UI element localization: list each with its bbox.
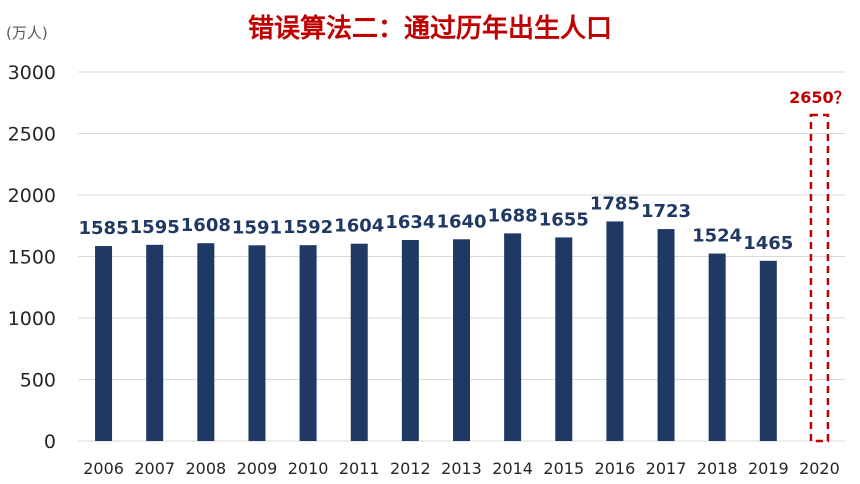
data-label: 1604 — [334, 216, 384, 237]
data-label: 1634 — [385, 212, 435, 233]
data-label: 1688 — [488, 205, 538, 226]
data-label: 2650？ — [789, 88, 850, 107]
bar — [248, 245, 266, 441]
bar — [350, 243, 368, 441]
x-tick-label: 2016 — [595, 459, 636, 478]
bar — [657, 229, 675, 441]
y-tick-label: 1000 — [8, 308, 56, 330]
x-tick-label: 2019 — [748, 459, 789, 478]
x-tick-label: 2008 — [185, 459, 226, 478]
x-tick-label: 2006 — [83, 459, 124, 478]
data-label: 1640 — [436, 211, 486, 232]
x-tick-label: 2011 — [339, 459, 380, 478]
bar — [146, 244, 164, 441]
data-label: 1655 — [539, 209, 589, 230]
bar — [708, 253, 726, 441]
estimated-bar — [809, 113, 830, 443]
data-label: 1608 — [181, 215, 231, 236]
y-tick-label: 2000 — [8, 185, 56, 207]
x-tick-label: 2017 — [646, 459, 687, 478]
bar — [555, 237, 573, 441]
bar — [401, 240, 419, 441]
x-tick-label: 2013 — [441, 459, 482, 478]
y-tick-label: 0 — [44, 431, 56, 453]
x-tick-label: 2020 — [799, 459, 840, 478]
data-label: 1465 — [743, 233, 793, 254]
y-tick-label: 2500 — [8, 124, 56, 146]
x-tick-label: 2012 — [390, 459, 431, 478]
x-tick-label: 2015 — [543, 459, 584, 478]
x-tick-label: 2018 — [697, 459, 738, 478]
y-tick-label: 500 — [20, 370, 56, 392]
x-tick-label: 2010 — [288, 459, 329, 478]
data-label: 1585 — [79, 218, 129, 239]
y-axis-unit-label: (万人) — [6, 24, 48, 42]
data-label: 1785 — [590, 193, 640, 214]
x-tick-label: 2009 — [237, 459, 278, 478]
data-label: 1723 — [641, 201, 691, 222]
chart-title: 错误算法二：通过历年出生人口 — [247, 14, 612, 44]
bar — [95, 246, 113, 441]
bar — [197, 243, 215, 441]
data-label: 1595 — [130, 217, 180, 238]
y-tick-label: 1500 — [8, 247, 56, 269]
x-tick-label: 2014 — [492, 459, 533, 478]
data-label: 1524 — [692, 226, 742, 247]
x-tick-label: 2007 — [134, 459, 175, 478]
bar — [299, 245, 317, 441]
bar — [759, 260, 777, 441]
bar — [606, 221, 624, 441]
y-tick-label: 3000 — [8, 62, 56, 84]
bar — [504, 233, 522, 441]
bar — [453, 239, 470, 441]
data-label: 1592 — [283, 217, 333, 238]
data-label: 1591 — [232, 217, 282, 238]
